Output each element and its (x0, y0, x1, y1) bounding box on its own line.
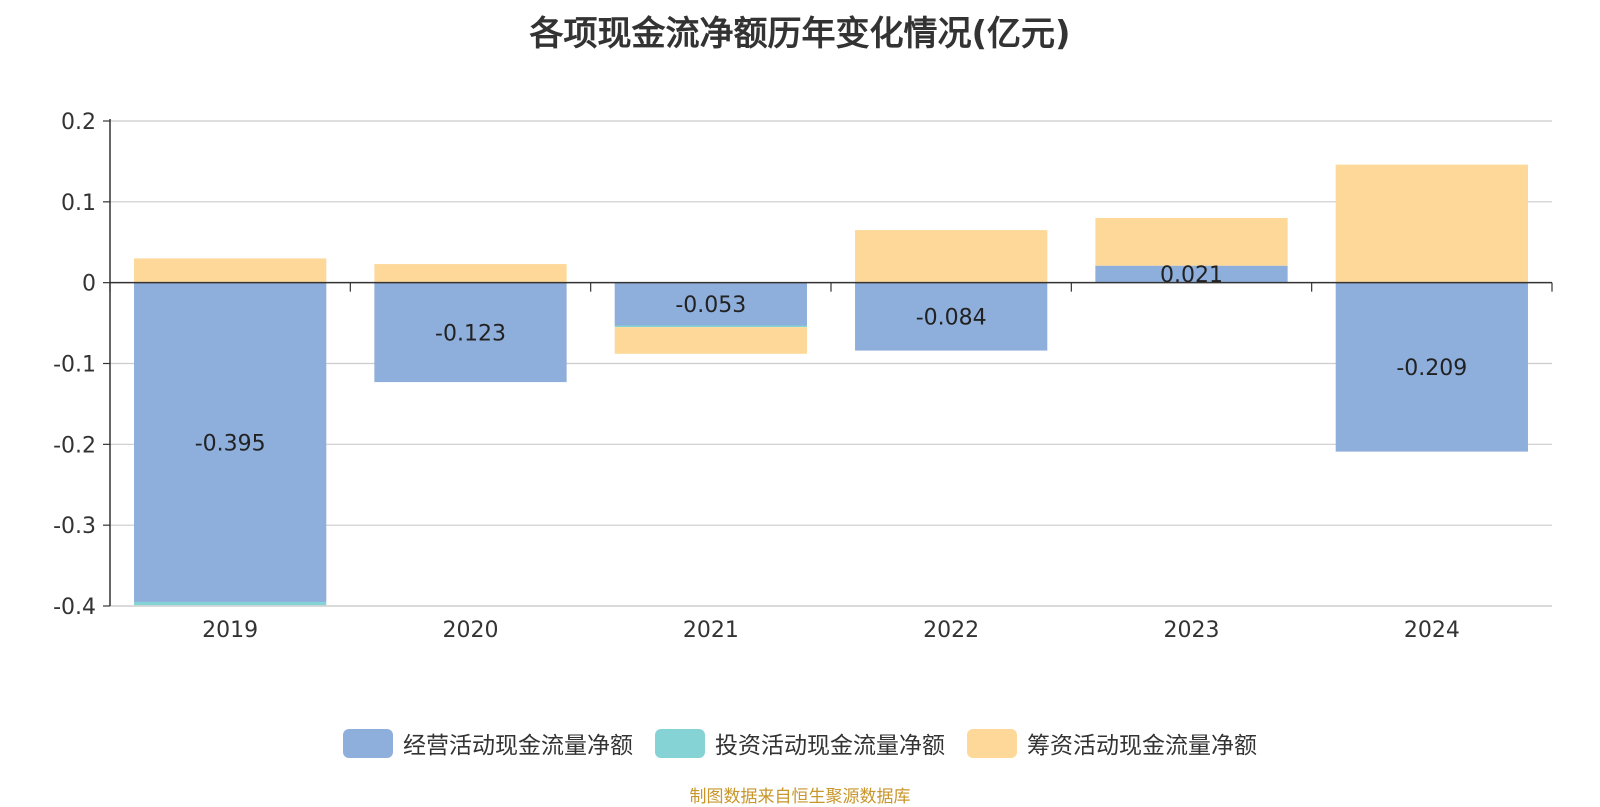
x-tick-label: 2024 (1404, 618, 1460, 643)
source-note: 制图数据来自恒生聚源数据库 (689, 787, 911, 807)
bar-series2-2022 (855, 230, 1048, 283)
bar-series0-2022 (855, 282, 1048, 351)
y-tick-label: 0.2 (61, 110, 96, 135)
chart-title: 各项现金流净额历年变化情况(亿元) (529, 14, 1071, 54)
bar-series0-2019 (134, 282, 327, 602)
legend: 经营活动现金流量净额 投资活动现金流量净额 筹资活动现金流量净额 (0, 726, 1600, 760)
bar-series2-2021 (614, 327, 807, 354)
data-label: 0.021 (1160, 263, 1223, 288)
data-label: -0.084 (916, 306, 987, 331)
bar-series2-2023 (1095, 218, 1288, 266)
bar-series0-2024 (1335, 282, 1528, 452)
legend-swatch-investing (655, 728, 705, 758)
bar-series1-2021 (614, 325, 807, 328)
data-label: -0.123 (435, 321, 506, 346)
y-tick-label: 0.1 (61, 191, 96, 216)
legend-label-financing: 筹资活动现金流量净额 (1027, 733, 1257, 759)
bar-series0-2020 (374, 282, 567, 383)
legend-label-operating: 经营活动现金流量净额 (403, 733, 633, 759)
x-tick-label: 2019 (202, 618, 258, 643)
legend-swatch-financing (967, 728, 1017, 758)
data-label: -0.395 (195, 431, 266, 456)
legend-item-investing[interactable]: 投资活动现金流量净额 (655, 726, 945, 760)
bar-series2-2024 (1335, 164, 1528, 283)
y-tick-label: 0 (82, 272, 96, 297)
bar-series1-2019 (134, 601, 327, 606)
y-tick-label: -0.4 (53, 595, 96, 620)
x-tick-label: 2021 (683, 618, 739, 643)
legend-item-operating[interactable]: 经营活动现金流量净额 (343, 726, 633, 760)
legend-swatch-operating (343, 728, 393, 758)
bar-series2-2019 (134, 258, 327, 283)
data-label: -0.053 (675, 293, 746, 318)
x-tick-label: 2020 (443, 618, 499, 643)
bar-series2-2020 (374, 264, 567, 283)
y-tick-label: -0.2 (53, 433, 96, 458)
x-tick-label: 2022 (923, 618, 979, 643)
x-tick-label: 2023 (1164, 618, 1220, 643)
y-tick-label: -0.1 (53, 353, 96, 378)
y-tick-label: -0.3 (53, 514, 96, 539)
bar-series0-2023 (1095, 265, 1288, 283)
bar-series0-2021 (614, 282, 807, 326)
legend-item-financing[interactable]: 筹资活动现金流量净额 (967, 726, 1257, 760)
data-label: -0.209 (1396, 356, 1467, 381)
legend-label-investing: 投资活动现金流量净额 (715, 733, 945, 759)
